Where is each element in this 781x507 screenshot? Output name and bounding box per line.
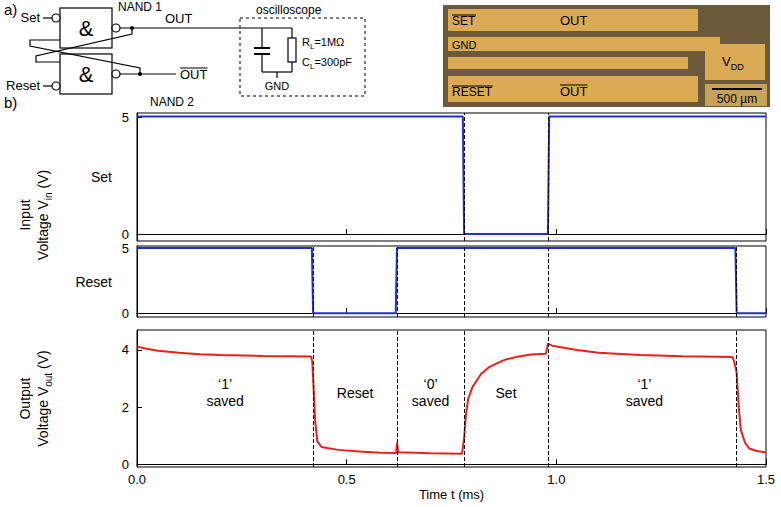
svg-text:&: & <box>79 62 94 87</box>
svg-text:OUT: OUT <box>165 11 193 26</box>
svg-text:2: 2 <box>122 400 129 415</box>
svg-text:NAND 1: NAND 1 <box>118 0 162 14</box>
svg-text:&: & <box>79 16 94 41</box>
svg-text:NAND 2: NAND 2 <box>150 95 194 109</box>
svg-text:4: 4 <box>122 342 129 357</box>
svg-text:5: 5 <box>122 110 129 125</box>
svg-text:RL=1MΩ: RL=1MΩ <box>302 36 344 51</box>
svg-text:VDD: VDD <box>722 54 744 72</box>
svg-text:1.5: 1.5 <box>757 472 775 487</box>
svg-text:0: 0 <box>122 306 129 321</box>
svg-text:Input: Input <box>17 199 33 230</box>
svg-text:saved: saved <box>412 393 449 409</box>
svg-text:Set: Set <box>20 10 40 25</box>
svg-text:RESET: RESET <box>452 85 493 99</box>
svg-text:‘0’: ‘0’ <box>424 376 438 392</box>
svg-text:Output: Output <box>17 377 33 419</box>
svg-text:Set: Set <box>496 385 517 401</box>
svg-text:Time t (ms): Time t (ms) <box>419 487 484 502</box>
svg-text:Set: Set <box>91 169 112 185</box>
svg-text:0.5: 0.5 <box>338 472 356 487</box>
svg-text:Reset: Reset <box>6 78 40 93</box>
svg-text:SET: SET <box>452 14 476 28</box>
svg-text:0: 0 <box>122 227 129 242</box>
svg-text:1.0: 1.0 <box>547 472 565 487</box>
svg-text:oscilloscope: oscilloscope <box>256 3 322 17</box>
svg-text:saved: saved <box>626 393 663 409</box>
svg-text:OUT: OUT <box>560 13 588 28</box>
svg-text:Reset: Reset <box>75 274 112 290</box>
svg-text:CL=300pF: CL=300pF <box>302 56 352 71</box>
svg-text:GND: GND <box>452 39 477 51</box>
svg-text:saved: saved <box>206 393 243 409</box>
svg-text:Reset: Reset <box>337 385 374 401</box>
svg-text:Voltage Vout (V): Voltage Vout (V) <box>35 350 54 446</box>
svg-text:OUT: OUT <box>560 84 588 99</box>
svg-text:‘1’: ‘1’ <box>218 376 232 392</box>
svg-text:500 µm: 500 µm <box>717 92 757 106</box>
svg-text:5: 5 <box>122 241 129 256</box>
svg-text:‘1’: ‘1’ <box>637 376 651 392</box>
svg-text:a): a) <box>4 1 17 18</box>
svg-text:Voltage Vin (V): Voltage Vin (V) <box>35 170 54 260</box>
svg-text:OUT: OUT <box>180 67 208 82</box>
svg-text:0: 0 <box>122 457 129 472</box>
svg-text:b): b) <box>4 94 17 111</box>
svg-text:0.0: 0.0 <box>128 472 146 487</box>
svg-text:GND: GND <box>265 80 290 92</box>
